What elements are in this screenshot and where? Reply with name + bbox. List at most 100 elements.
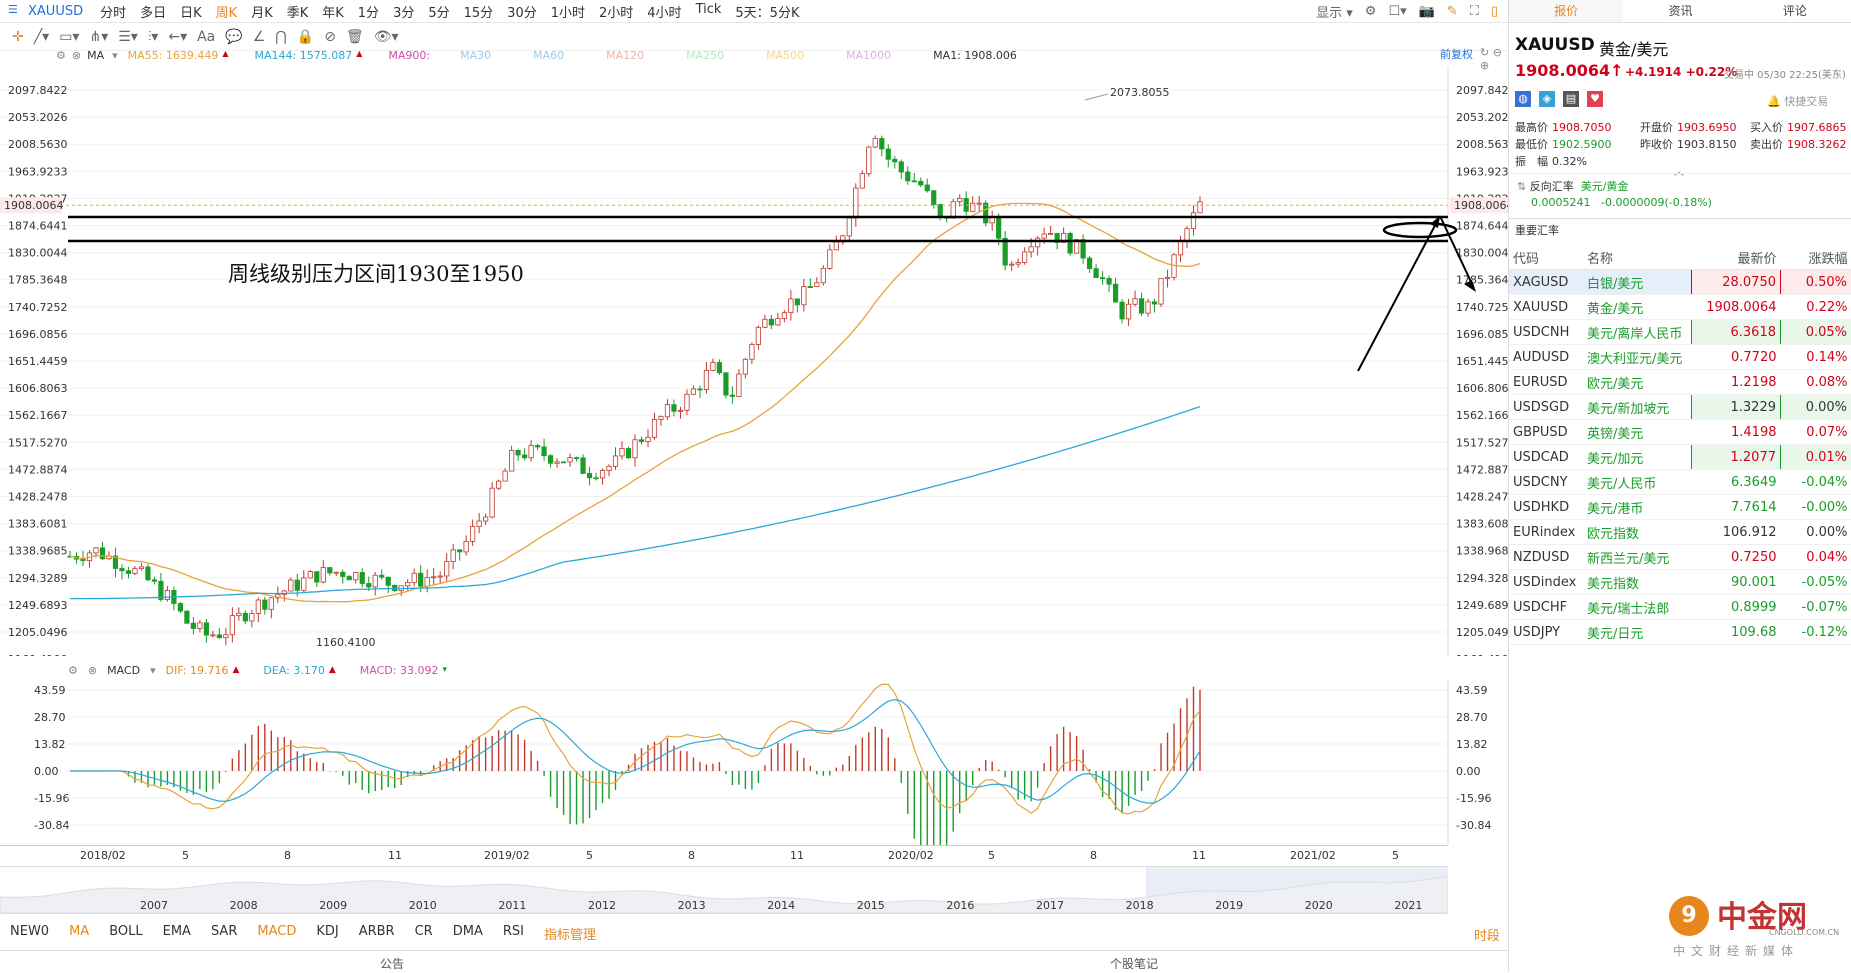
quote-tab-2[interactable]: 评论 <box>1738 0 1851 22</box>
timeframe-13[interactable]: 2小时 <box>592 2 640 21</box>
refresh-icon[interactable]: ↻ <box>1480 46 1489 59</box>
indicator-6[interactable]: KDJ <box>306 924 348 943</box>
fullscreen-icon[interactable]: ⛶ <box>1470 4 1479 19</box>
indicator-5[interactable]: MACD <box>247 924 306 943</box>
timeframe-0[interactable]: 分时 <box>93 2 133 21</box>
price-chart[interactable]: ⚙ ⊗ MA ▾ MA55: 1639.449▲MA144: 1575.087▲… <box>0 50 1508 656</box>
timeframe-9[interactable]: 5分 <box>421 2 456 21</box>
timeframe-8[interactable]: 3分 <box>386 2 421 21</box>
timeframe-5[interactable]: 季K <box>280 2 316 21</box>
display-menu-button[interactable]: 显示 ▾ <box>1316 2 1353 21</box>
tag-icon[interactable]: ◈ <box>1539 91 1555 107</box>
timeframe-6[interactable]: 年K <box>315 2 351 21</box>
indicator-4[interactable]: SAR <box>201 924 247 943</box>
channel-icon[interactable]: ⫶▾ <box>148 29 159 45</box>
symbol-label[interactable]: XAUUSD <box>28 4 83 19</box>
indicator-9[interactable]: DMA <box>443 924 493 943</box>
indicator-2[interactable]: BOLL <box>99 924 152 943</box>
timeframe-7[interactable]: 1分 <box>351 2 386 21</box>
rectangle-icon[interactable]: ▭▾ <box>59 29 79 45</box>
session-label[interactable]: 时段 <box>1474 925 1500 944</box>
indicator-11[interactable]: 指标管理 <box>534 924 606 943</box>
timeframe-15[interactable]: Tick <box>689 2 729 21</box>
fib-icon[interactable]: ☰▾ <box>118 29 138 45</box>
layout-icon[interactable]: ☐▾ <box>1388 4 1406 19</box>
crosshair-icon[interactable]: ✛ <box>12 29 24 45</box>
macd-settings-icon[interactable]: ⚙ <box>68 664 78 677</box>
indicator-0[interactable]: NEW0 <box>0 924 59 943</box>
timeframe-16[interactable]: 5天：5分K <box>728 2 806 21</box>
timeframe-11[interactable]: 30分 <box>500 2 544 21</box>
timeframe-12[interactable]: 1小时 <box>544 2 592 21</box>
watchlist-header-0[interactable]: 代码 <box>1509 245 1583 270</box>
ma-dropdown-icon[interactable]: ▾ <box>112 49 118 62</box>
timeframe-3[interactable]: 周K <box>209 2 245 21</box>
fork-icon[interactable]: ⋔▾ <box>89 29 108 45</box>
quote-tab-1[interactable]: 资讯 <box>1623 0 1737 22</box>
text-icon[interactable]: Aa <box>197 29 215 45</box>
reverse-pair[interactable]: 美元/黄金 <box>1581 180 1629 193</box>
comment-icon[interactable]: 💬 <box>225 29 242 45</box>
indicator-7[interactable]: ARBR <box>349 924 405 943</box>
quote-tab-0[interactable]: 报价 <box>1509 0 1623 22</box>
adjust-label[interactable]: 前复权 <box>1440 46 1473 62</box>
trendline-icon[interactable]: ╱▾ <box>34 29 49 45</box>
menu-icon[interactable]: ☰ <box>8 3 18 16</box>
eye-icon[interactable]: 👁▾ <box>374 29 399 45</box>
panel-toggle-icon[interactable]: ▯ <box>1491 4 1498 19</box>
pencil-icon[interactable]: ✎ <box>1447 4 1458 19</box>
camera-icon[interactable]: 📷 <box>1419 4 1435 19</box>
heart-icon[interactable]: ♥ <box>1587 91 1603 107</box>
magnet-icon[interactable]: ⋂ <box>275 29 286 45</box>
watchlist-header-1[interactable]: 名称 <box>1583 245 1692 270</box>
indicator-1[interactable]: MA <box>59 924 99 943</box>
indicator-3[interactable]: EMA <box>153 924 201 943</box>
notes-tab[interactable]: 个股笔记 <box>1110 955 1158 972</box>
macd-y-right-4: -15.96 <box>1456 792 1491 805</box>
zoom-out-icon[interactable]: ⊖ <box>1493 46 1502 59</box>
watchlist-header-3[interactable]: 涨跌幅 <box>1781 245 1851 270</box>
quote-change-value: +4.1914 <box>1625 65 1681 79</box>
timeframe-4[interactable]: 月K <box>244 2 280 21</box>
timeframe-1[interactable]: 多日 <box>133 2 173 21</box>
settings-icon[interactable]: ⚙ <box>1365 4 1377 19</box>
macd-chart[interactable]: ⚙ ⊗ MACD ▾ DIF: 19.716▲ DEA: 3.170▲ MACD… <box>0 656 1508 852</box>
ruler-icon[interactable]: ∠ <box>253 29 266 45</box>
globe-icon[interactable]: ◍ <box>1515 91 1531 107</box>
trash-icon[interactable]: 🗑 <box>346 29 364 45</box>
candle-body <box>1035 238 1039 247</box>
arrow-icon[interactable]: ←▾ <box>168 29 187 45</box>
indicator-8[interactable]: CR <box>405 924 443 943</box>
ma-settings-icon[interactable]: ⚙ <box>56 49 66 62</box>
doc-icon[interactable]: ▤ <box>1563 91 1579 107</box>
ma-close-icon[interactable]: ⊗ <box>72 49 81 62</box>
lock-icon[interactable]: 🔒 <box>297 29 314 45</box>
timeframe-10[interactable]: 15分 <box>457 2 501 21</box>
macd-close-icon[interactable]: ⊗ <box>88 664 97 677</box>
watchlist-header-2[interactable]: 最新价 <box>1692 245 1781 270</box>
hide-icon[interactable]: ⊘ <box>324 29 336 45</box>
quick-trade[interactable]: 🔔 快捷交易 <box>1767 93 1828 109</box>
macd-dropdown-icon[interactable]: ▾ <box>150 664 156 677</box>
timeframe-14[interactable]: 4小时 <box>640 2 688 21</box>
indicator-10[interactable]: RSI <box>493 924 534 943</box>
announcement-tab[interactable]: 公告 <box>380 955 404 972</box>
timeframe-2[interactable]: 日K <box>173 2 209 21</box>
